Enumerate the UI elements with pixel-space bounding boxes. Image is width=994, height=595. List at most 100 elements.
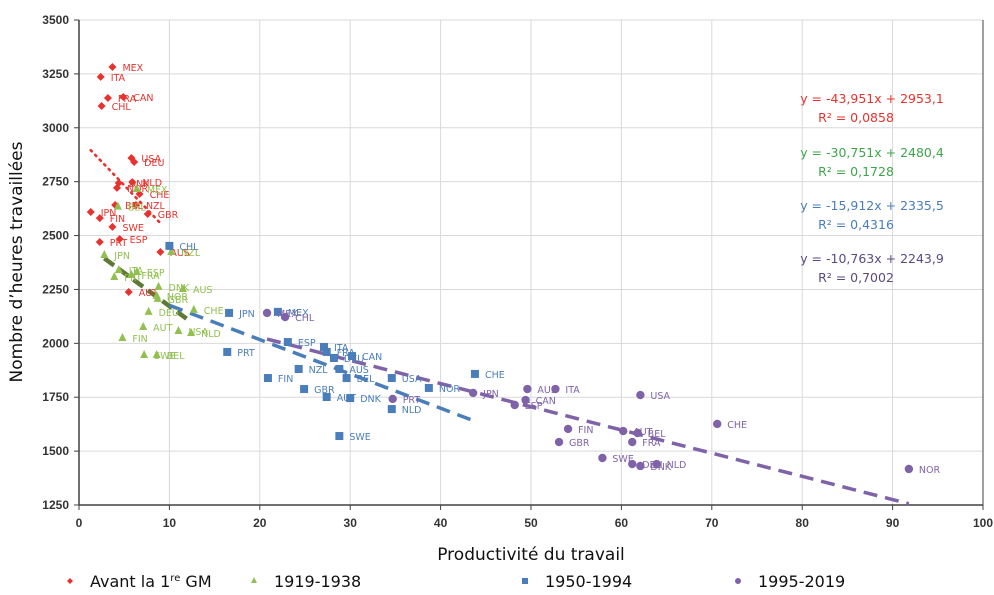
point-label: ESP: [298, 338, 316, 349]
point-label: NZL: [309, 365, 329, 376]
point-label: BEL: [357, 374, 376, 385]
point-label: FRA: [118, 94, 137, 105]
y-tick-label: 1750: [42, 390, 69, 404]
point-label: NZL: [181, 248, 201, 259]
x-tick-label: 100: [973, 516, 993, 530]
square-marker: [424, 383, 433, 392]
legend-item: 1919-1938: [251, 572, 361, 591]
square-marker: [322, 347, 331, 356]
point-label: ESP: [130, 235, 148, 246]
point-label: USA: [402, 374, 422, 385]
circle-marker: [521, 395, 530, 405]
point-label: FIN: [578, 425, 593, 436]
square-marker: [470, 369, 479, 378]
point-label: BEL: [167, 351, 186, 362]
square-marker: [346, 394, 355, 403]
diamond-marker: [124, 288, 133, 297]
point-label: CHE: [727, 420, 747, 431]
trend-r-squared: R² = 0,7002: [818, 270, 894, 285]
data-points: MEX ITA FRA CAN CHL USA DEU DNK NLD NOR CHE BEL NZL G…: [86, 62, 941, 476]
diamond-marker: [128, 178, 137, 187]
circle-marker: [262, 308, 272, 318]
circle-marker: [551, 384, 560, 394]
point-label: CAN: [536, 396, 556, 407]
point-label: CHL: [295, 313, 315, 324]
point-label: FIN: [132, 334, 147, 345]
triangle-marker: [132, 266, 141, 275]
point-label: GBR: [158, 210, 179, 221]
point-label: DNK: [650, 462, 671, 473]
point-label: FIN: [278, 374, 293, 385]
triangle-marker: [127, 270, 136, 279]
point-label: NLD: [201, 329, 221, 340]
point-label: CHE: [485, 370, 505, 381]
point-label: DEU: [159, 308, 179, 319]
legend-label-tail: GM: [180, 572, 211, 591]
point-label: DNK: [169, 283, 190, 294]
legend-item: 1995-2019: [735, 572, 845, 591]
legend-label: 1950-1994: [545, 572, 632, 591]
point-label: USA: [141, 154, 161, 165]
point-label: CHE: [150, 190, 170, 201]
triangle-marker: [174, 326, 183, 335]
triangle-marker: [152, 349, 161, 358]
trend-equation: y = -43,951x + 2953,1: [800, 91, 944, 106]
square-marker: [283, 338, 292, 347]
x-tick-label: 90: [886, 516, 900, 530]
point-label: NOR: [439, 384, 461, 395]
y-tick-label: 1250: [42, 498, 69, 512]
point-label: FRA: [642, 438, 661, 449]
circle-marker: [904, 464, 914, 474]
point-label: MEX: [288, 308, 309, 319]
circle-marker: [554, 437, 564, 447]
triangle-marker: [251, 577, 257, 583]
y-tick-label: 2750: [42, 175, 69, 189]
point-label: ITA: [111, 73, 126, 84]
point-label: NOR: [919, 465, 941, 476]
point-label: GBR: [569, 438, 590, 449]
triangle-marker: [178, 284, 187, 293]
triangle-marker: [110, 271, 119, 280]
circle-marker: [735, 578, 741, 584]
diamond-marker: [67, 578, 73, 584]
trend-line: [168, 303, 476, 423]
point-label: SWE: [154, 351, 175, 362]
point-label: AUT: [153, 323, 172, 334]
point-label: FRA: [337, 348, 356, 359]
y-tick-label: 3500: [42, 13, 69, 27]
x-tick-label: 10: [163, 516, 177, 530]
triangle-marker: [153, 293, 162, 302]
legend: Avant la 1re GM 1919-1938 1950-1994 1995-20…: [67, 572, 845, 591]
point-label: GBR: [168, 295, 189, 306]
square-marker: [223, 347, 232, 356]
point-label: NLD: [402, 405, 422, 416]
x-axis-title: Productivité du travail: [437, 545, 625, 565]
point-label: GBR: [314, 385, 335, 396]
triangle-marker: [167, 246, 176, 255]
circle-marker: [619, 426, 628, 436]
trend-r-squared: R² = 0,4316: [818, 217, 894, 232]
series-1950-1994: CHLJPNMEXPRTESPITAFRADEUCANNZLAUSBELFINU…: [165, 241, 505, 443]
diamond-marker: [156, 247, 165, 256]
square-marker: [300, 385, 309, 394]
triangle-marker: [132, 183, 141, 192]
square-marker: [319, 342, 328, 351]
square-marker: [335, 364, 344, 373]
square-marker: [165, 241, 174, 250]
circle-marker: [636, 390, 645, 400]
circle-marker: [563, 424, 573, 434]
triangle-marker: [140, 349, 149, 358]
point-label: AUS: [170, 248, 189, 259]
x-tick-label: 40: [434, 516, 448, 530]
diamond-marker: [108, 222, 117, 231]
square-marker: [263, 374, 272, 383]
diamond-marker: [131, 200, 140, 209]
square-marker: [348, 352, 357, 361]
trend-r-squared: R² = 0,0858: [818, 110, 894, 125]
square-marker: [225, 308, 234, 317]
triangle-marker: [114, 265, 123, 274]
triangle-marker: [187, 327, 196, 336]
circle-marker: [652, 459, 661, 469]
square-marker: [322, 393, 331, 402]
legend-superscript: re: [170, 573, 180, 584]
